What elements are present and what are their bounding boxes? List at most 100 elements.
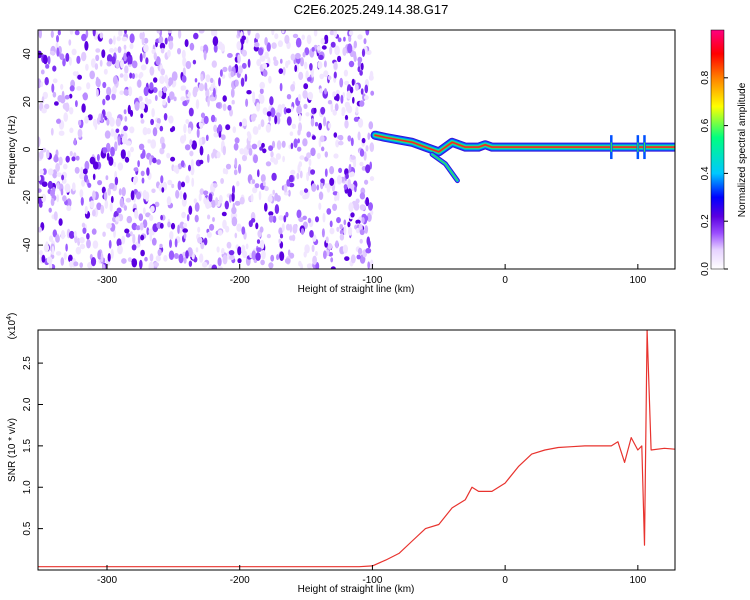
noise-speckle xyxy=(350,212,355,218)
noise-speckle xyxy=(347,178,351,189)
noise-speckle xyxy=(99,32,104,39)
noise-speckle xyxy=(140,119,145,124)
noise-speckle xyxy=(109,48,115,53)
noise-speckle xyxy=(241,118,248,127)
noise-speckle xyxy=(63,252,67,260)
noise-speckle xyxy=(338,140,344,146)
noise-speckle xyxy=(313,107,317,114)
noise-speckle xyxy=(259,55,266,62)
noise-speckle xyxy=(349,86,354,94)
noise-speckle xyxy=(369,259,374,269)
noise-speckle xyxy=(48,235,54,242)
noise-speckle xyxy=(334,195,338,202)
noise-speckle xyxy=(366,236,371,246)
noise-speckle xyxy=(264,202,268,212)
noise-speckle xyxy=(100,113,104,124)
noise-speckle xyxy=(123,72,128,82)
noise-speckle xyxy=(359,229,365,236)
noise-speckle xyxy=(270,107,276,118)
x-tick-label: 100 xyxy=(629,575,646,586)
noise-speckle xyxy=(368,202,373,211)
noise-speckle xyxy=(315,216,319,223)
noise-speckle xyxy=(274,33,279,40)
noise-speckle xyxy=(270,156,276,163)
noise-speckle xyxy=(124,30,127,34)
noise-speckle xyxy=(189,42,195,51)
noise-speckle xyxy=(73,230,77,238)
noise-speckle xyxy=(61,174,65,181)
noise-speckle xyxy=(207,153,210,163)
noise-speckle xyxy=(240,77,245,87)
noise-speckle xyxy=(281,140,286,148)
noise-speckle xyxy=(198,83,205,92)
noise-speckle xyxy=(106,111,112,119)
noise-speckle xyxy=(330,41,336,48)
noise-speckle xyxy=(252,126,259,135)
noise-speckle xyxy=(115,216,120,222)
noise-speckle xyxy=(291,234,296,242)
noise-speckle xyxy=(177,224,180,234)
noise-speckle xyxy=(254,42,260,48)
noise-speckle xyxy=(256,102,261,112)
noise-region xyxy=(38,30,375,269)
noise-speckle xyxy=(129,231,133,237)
noise-speckle xyxy=(60,83,64,90)
noise-speckle xyxy=(280,58,283,64)
noise-speckle xyxy=(237,54,241,64)
noise-speckle xyxy=(205,134,209,141)
noise-speckle xyxy=(46,149,50,159)
noise-speckle xyxy=(256,59,262,67)
noise-speckle xyxy=(343,219,347,226)
noise-speckle xyxy=(103,191,108,201)
noise-speckle xyxy=(347,135,352,142)
noise-speckle xyxy=(360,88,364,95)
noise-speckle xyxy=(203,115,209,125)
noise-speckle xyxy=(221,247,225,255)
noise-speckle xyxy=(68,56,72,66)
noise-speckle xyxy=(141,177,145,184)
noise-speckle xyxy=(40,69,45,75)
noise-speckle xyxy=(87,114,93,121)
noise-speckle xyxy=(335,89,340,96)
noise-speckle xyxy=(66,198,72,208)
noise-speckle xyxy=(353,202,360,211)
noise-speckle xyxy=(241,226,246,235)
noise-speckle xyxy=(120,59,124,69)
noise-speckle xyxy=(153,77,158,83)
noise-speckle xyxy=(276,116,281,125)
noise-speckle xyxy=(129,33,135,44)
noise-speckle xyxy=(216,151,221,159)
noise-speckle xyxy=(177,180,182,191)
noise-speckle xyxy=(117,136,121,146)
noise-speckle xyxy=(108,156,114,166)
noise-speckle xyxy=(113,35,116,45)
noise-speckle xyxy=(298,94,302,102)
noise-speckle xyxy=(350,155,356,160)
noise-speckle xyxy=(268,262,274,269)
noise-speckle xyxy=(318,202,322,210)
noise-speckle xyxy=(188,205,193,215)
noise-speckle xyxy=(157,249,162,256)
noise-speckle xyxy=(215,102,221,109)
noise-speckle xyxy=(159,42,166,50)
noise-speckle xyxy=(44,103,50,110)
noise-speckle xyxy=(288,182,295,188)
noise-speckle xyxy=(302,194,308,200)
noise-speckle xyxy=(113,161,117,168)
noise-speckle xyxy=(166,196,172,206)
noise-speckle xyxy=(241,244,246,255)
noise-speckle xyxy=(330,257,334,263)
noise-speckle xyxy=(301,34,306,41)
noise-speckle xyxy=(200,242,205,250)
noise-speckle xyxy=(154,95,158,101)
noise-speckle xyxy=(207,97,210,107)
x-tick-label: -300 xyxy=(97,275,117,286)
noise-speckle xyxy=(82,92,89,101)
noise-speckle xyxy=(274,204,280,215)
x-tick-label: -100 xyxy=(362,575,382,586)
noise-speckle xyxy=(225,124,231,131)
noise-speckle xyxy=(185,119,190,124)
snr-line xyxy=(38,330,675,568)
noise-speckle xyxy=(123,125,128,132)
noise-speckle xyxy=(361,166,367,171)
